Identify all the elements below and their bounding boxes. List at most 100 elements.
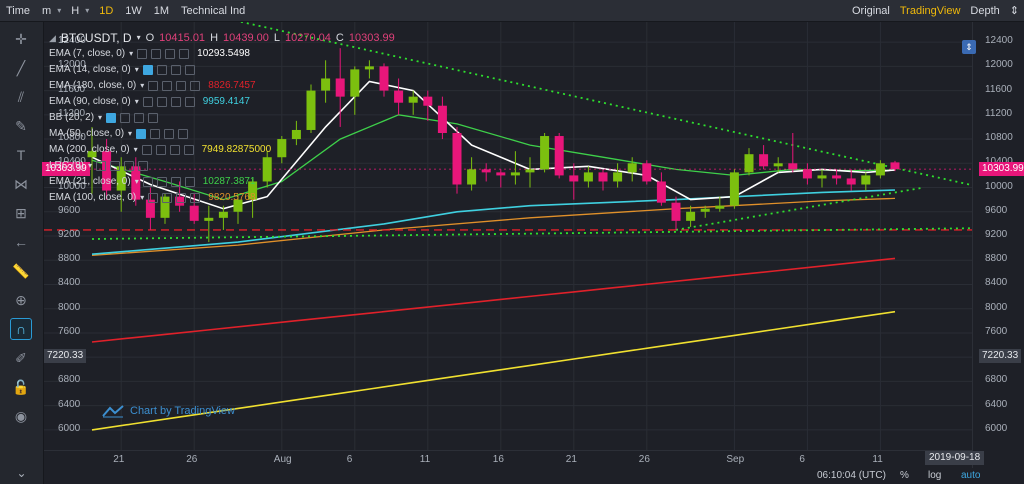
settings-icon[interactable] (155, 145, 166, 155)
interval-5[interactable]: 1M (153, 4, 170, 17)
interval-6[interactable]: Technical Ind (181, 4, 246, 17)
auto-toggle[interactable]: auto (961, 470, 981, 481)
indicator-row[interactable]: MA (200, close, 0) ▾ 7949.82875000 (49, 142, 395, 158)
trend-line-icon[interactable]: ╱ (16, 59, 26, 76)
interval-0[interactable]: Time (6, 4, 31, 17)
eye-icon[interactable]: ◉ (14, 407, 28, 424)
visibility-icon[interactable] (96, 161, 107, 171)
indicator-caret-icon[interactable]: ▾ (134, 177, 139, 186)
settings-icon[interactable] (156, 65, 167, 75)
view-mode-3[interactable]: ⇕ (1009, 5, 1019, 17)
settings-icon[interactable] (150, 129, 161, 139)
visibility-icon[interactable] (142, 177, 153, 187)
indicator-row[interactable]: EMA (21, close, 0) ▾ 10287.3871 (49, 174, 395, 190)
text-icon[interactable]: T (16, 147, 26, 163)
indicator-name[interactable]: MA (200, close, 0) (49, 144, 130, 155)
visibility-icon[interactable] (141, 145, 152, 155)
remove-icon[interactable] (184, 65, 195, 75)
settings-icon[interactable] (151, 49, 162, 59)
remove-icon[interactable] (178, 129, 189, 139)
brush-icon[interactable]: ✎ (15, 117, 27, 134)
indicator-caret-icon[interactable]: ▾ (134, 97, 139, 106)
interval-3[interactable]: 1D (99, 4, 114, 17)
more-icon[interactable] (170, 65, 181, 75)
indicator-name[interactable]: EMA (21, close, 0) (49, 176, 131, 187)
interval-4[interactable]: 1W (125, 4, 142, 17)
remove-icon[interactable] (190, 193, 201, 203)
visibility-icon[interactable] (148, 81, 159, 91)
visibility-icon[interactable] (136, 129, 147, 139)
more-icon[interactable] (170, 97, 181, 107)
indicator-name[interactable]: EMA (7, close, 0) (49, 48, 126, 59)
indicator-name[interactable]: EMA (90, close, 0) (49, 96, 131, 107)
indicator-caret-icon[interactable]: ▾ (133, 145, 138, 154)
interval-2[interactable]: H (71, 4, 80, 17)
remove-icon[interactable] (148, 113, 159, 123)
settings-icon[interactable] (162, 193, 173, 203)
remove-icon[interactable] (183, 145, 194, 155)
more-icon[interactable] (176, 81, 187, 91)
more-icon[interactable] (176, 193, 187, 203)
view-mode-1[interactable]: TradingView (899, 5, 961, 17)
visibility-icon[interactable] (142, 97, 153, 107)
indicator-caret-icon[interactable]: ▾ (129, 49, 134, 58)
toolbar-expand-icon[interactable]: ⌄ (0, 462, 44, 484)
indicator-row[interactable]: EMA (180, close, 0) ▾ 8826.7457 (49, 78, 395, 94)
lock-icon[interactable]: 🔓 (12, 378, 30, 395)
indicator-caret-icon[interactable]: ▾ (98, 113, 103, 122)
time-axis[interactable]: 21 26 Aug 6 11 16 21 26 Sep 6 11 (44, 450, 972, 468)
visibility-icon[interactable] (106, 113, 117, 123)
indicator-caret-icon[interactable]: ▾ (140, 81, 145, 90)
remove-icon[interactable] (184, 177, 195, 187)
visibility-icon[interactable] (148, 193, 159, 203)
indicator-row[interactable]: MA (50, close, 0) ▾ (49, 126, 395, 142)
indicator-name[interactable]: LRC (9) (49, 160, 85, 171)
remove-icon[interactable] (190, 81, 201, 91)
percent-toggle[interactable]: % (900, 470, 909, 481)
indicator-row[interactable]: LRC (9) ▾ (49, 158, 395, 174)
indicator-row[interactable]: BB (20, 2) ▾ (49, 110, 395, 126)
indicator-row[interactable]: EMA (100, close, 0) ▾ 9820.5768 (49, 190, 395, 206)
indicator-caret-icon[interactable]: ▾ (128, 129, 133, 138)
view-mode-0[interactable]: Original (851, 5, 890, 17)
collapse-legend-icon[interactable]: ◢ (49, 33, 56, 43)
symbol-label[interactable]: BTCUSDT, D (60, 31, 132, 45)
indicator-caret-icon[interactable]: ▾ (140, 193, 145, 202)
right-price-scale[interactable]: 6000640068007200760080008400880092009600… (972, 22, 1024, 468)
log-toggle[interactable]: log (928, 470, 942, 481)
indicator-name[interactable]: EMA (180, close, 0) (49, 80, 137, 91)
indicator-name[interactable]: EMA (100, close, 0) (49, 192, 137, 203)
settings-icon[interactable] (162, 81, 173, 91)
indicator-name[interactable]: MA (50, close, 0) (49, 128, 125, 139)
visibility-icon[interactable] (137, 49, 148, 59)
remove-icon[interactable] (184, 97, 195, 107)
more-icon[interactable] (170, 177, 181, 187)
pitchfork-icon[interactable]: ⫽ (17, 88, 25, 105)
symbol-caret-icon[interactable]: ▾ (136, 33, 141, 42)
indicator-caret-icon[interactable]: ▾ (88, 161, 93, 170)
more-icon[interactable] (134, 113, 145, 123)
settings-icon[interactable] (110, 161, 121, 171)
indicator-row[interactable]: EMA (14, close, 0) ▾ (49, 62, 395, 78)
settings-icon[interactable] (156, 177, 167, 187)
prediction-icon[interactable]: ⊞ (15, 204, 27, 221)
dropdown-caret-icon[interactable]: ▾ (57, 5, 62, 15)
interval-1[interactable]: m (42, 4, 52, 17)
remove-icon[interactable] (179, 49, 190, 59)
remove-icon[interactable] (138, 161, 149, 171)
more-icon[interactable] (169, 145, 180, 155)
more-icon[interactable] (165, 49, 176, 59)
indicator-name[interactable]: EMA (14, close, 0) (49, 64, 131, 75)
ruler-icon[interactable]: 📏 (12, 262, 30, 279)
indicator-row[interactable]: EMA (90, close, 0) ▾ 9959.4147 (49, 94, 395, 110)
settings-icon[interactable] (120, 113, 131, 123)
tradingview-watermark[interactable]: Chart by TradingView (102, 404, 235, 418)
lock-drawing-icon[interactable]: ✐ (15, 349, 27, 366)
price-chart[interactable] (44, 22, 972, 450)
view-mode-2[interactable]: Depth (970, 5, 1000, 17)
indicator-row[interactable]: EMA (7, close, 0) ▾ 10293.5498 (49, 46, 395, 62)
more-icon[interactable] (124, 161, 135, 171)
visibility-icon[interactable] (142, 65, 153, 75)
zoom-icon[interactable]: ⊕ (15, 291, 27, 308)
back-arrow-icon[interactable]: ← (14, 234, 28, 250)
